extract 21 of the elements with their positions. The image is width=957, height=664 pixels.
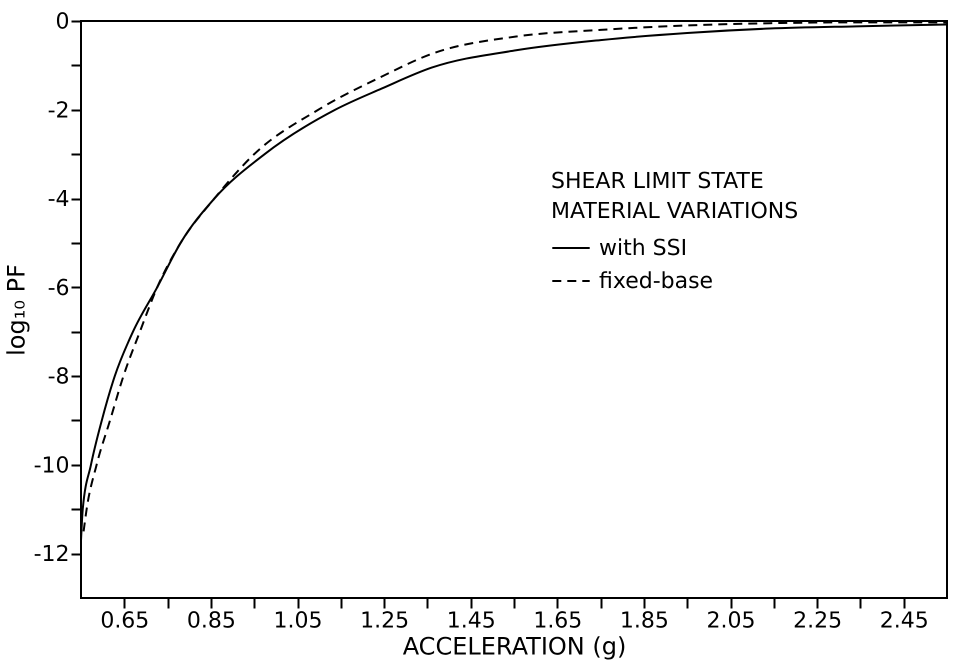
legend-label: with SSI	[599, 236, 688, 261]
y-tick-label: -2	[48, 98, 70, 124]
x-tick-label: 1.05	[274, 608, 322, 634]
y-tick-label: 0	[56, 10, 70, 34]
x-tick-label: 2.45	[880, 608, 929, 634]
y-tick-label: -12	[34, 542, 70, 568]
y-tick-label: -4	[48, 187, 70, 212]
x-tick-label: 0.85	[186, 608, 236, 634]
x-tick-label: 1.25	[360, 608, 410, 634]
x-tick-label: 2.05	[706, 608, 756, 634]
x-tick-label: 1.65	[533, 608, 582, 634]
x-axis-title: ACCELERATION (g)	[402, 632, 626, 660]
x-tick-label: 1.45	[446, 608, 496, 634]
x-tick-label: 2.25	[793, 608, 842, 634]
x-tick-label: 0.65	[100, 608, 150, 634]
y-axis-title: log₁₀ PF	[2, 264, 31, 356]
legend-label: fixed-base	[599, 269, 714, 294]
x-tick-label: 1.85	[620, 608, 669, 634]
y-tick-label: -10	[34, 453, 70, 478]
y-tick-label: -8	[48, 364, 70, 390]
y-tick-label: -6	[48, 276, 70, 301]
